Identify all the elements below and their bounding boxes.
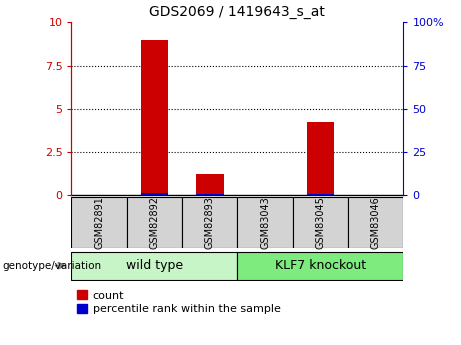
- Bar: [307, 194, 334, 195]
- Bar: [71, 252, 237, 279]
- Text: GSM83046: GSM83046: [371, 196, 381, 249]
- Bar: [293, 197, 348, 248]
- Bar: [141, 40, 168, 195]
- Bar: [348, 197, 403, 248]
- Text: genotype/variation: genotype/variation: [2, 261, 101, 270]
- Text: GSM82892: GSM82892: [149, 196, 160, 249]
- Bar: [237, 197, 293, 248]
- Text: GSM82893: GSM82893: [205, 196, 215, 249]
- Bar: [71, 197, 127, 248]
- Text: GSM82891: GSM82891: [94, 196, 104, 249]
- Bar: [196, 174, 224, 195]
- Text: GSM83043: GSM83043: [260, 196, 270, 249]
- Legend: count, percentile rank within the sample: count, percentile rank within the sample: [77, 290, 280, 314]
- Text: GSM83045: GSM83045: [315, 196, 325, 249]
- Bar: [141, 193, 168, 195]
- Bar: [182, 197, 237, 248]
- Bar: [307, 122, 334, 195]
- Text: KLF7 knockout: KLF7 knockout: [275, 259, 366, 272]
- Bar: [127, 197, 182, 248]
- Bar: [237, 252, 403, 279]
- Title: GDS2069 / 1419643_s_at: GDS2069 / 1419643_s_at: [149, 4, 325, 19]
- Text: wild type: wild type: [126, 259, 183, 272]
